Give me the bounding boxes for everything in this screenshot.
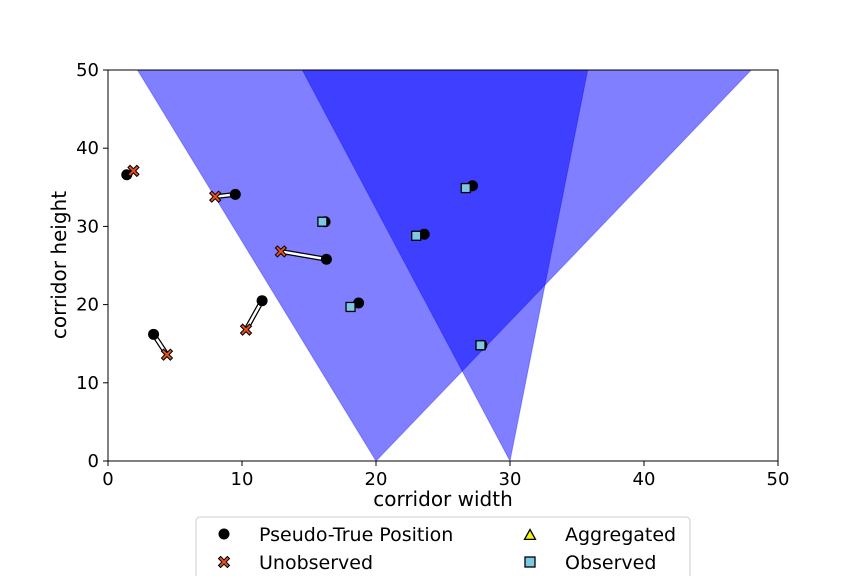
true-position-point-3 <box>320 253 332 265</box>
x-tick-label-50: 50 <box>767 469 790 490</box>
legend-box <box>195 516 691 576</box>
unobserved-point-5 <box>160 348 174 361</box>
true-position-point-8 <box>418 228 430 240</box>
true-position-point-5 <box>148 328 160 340</box>
unobserved-point-4 <box>239 323 253 336</box>
y-tick-label-10: 10 <box>76 373 99 394</box>
legend-marker-pseudo-true-position <box>218 528 230 540</box>
x-tick-label-20: 20 <box>365 469 388 490</box>
legend-label-observed: Observed <box>565 552 656 574</box>
x-tick-label-40: 40 <box>633 469 656 490</box>
unobserved-point-1 <box>127 164 140 178</box>
legend-label-unobserved: Unobserved <box>259 552 373 574</box>
true-position-point-7 <box>353 297 365 309</box>
legend-label-pseudo-true-position: Pseudo-True Position <box>259 524 453 546</box>
x-tick-label-30: 30 <box>499 469 522 490</box>
plot-frame <box>107 69 779 462</box>
y-tick-label-0: 0 <box>88 451 99 472</box>
true-position-point-2 <box>229 188 241 200</box>
legend-marker-unobserved <box>217 555 231 569</box>
unobserved-point-2 <box>208 190 222 203</box>
y-tick-label-20: 20 <box>76 295 99 316</box>
legend-label-aggregated: Aggregated <box>565 524 676 546</box>
unobserved-point-3 <box>274 245 288 258</box>
y-tick-label-50: 50 <box>76 60 99 81</box>
y-tick-label-40: 40 <box>76 138 99 159</box>
sensor-cones <box>136 69 753 463</box>
observed-point-9 <box>460 182 471 194</box>
legend-marker-aggregated <box>523 528 537 541</box>
track-markers <box>121 164 488 361</box>
y-axis-ticks: 0 10 20 30 40 50 <box>76 60 108 472</box>
observed-point-8 <box>411 230 422 241</box>
x-axis-label: corridor width <box>373 487 513 511</box>
track-link-3 <box>279 250 328 261</box>
observed-point-10 <box>475 340 486 351</box>
observed-point-6 <box>317 216 328 227</box>
true-position-point-4 <box>256 295 268 307</box>
y-tick-label-30: 30 <box>76 216 99 237</box>
legend: Pseudo-True Position Unobserved Aggregated… <box>195 516 691 576</box>
x-tick-label-10: 10 <box>231 469 254 490</box>
x-axis-ticks: 0 10 20 30 40 50 <box>102 461 789 490</box>
y-axis-label: corridor height <box>47 191 71 339</box>
x-tick-label-0: 0 <box>102 469 113 490</box>
observed-point-7 <box>345 301 356 313</box>
legend-marker-observed <box>524 556 536 568</box>
